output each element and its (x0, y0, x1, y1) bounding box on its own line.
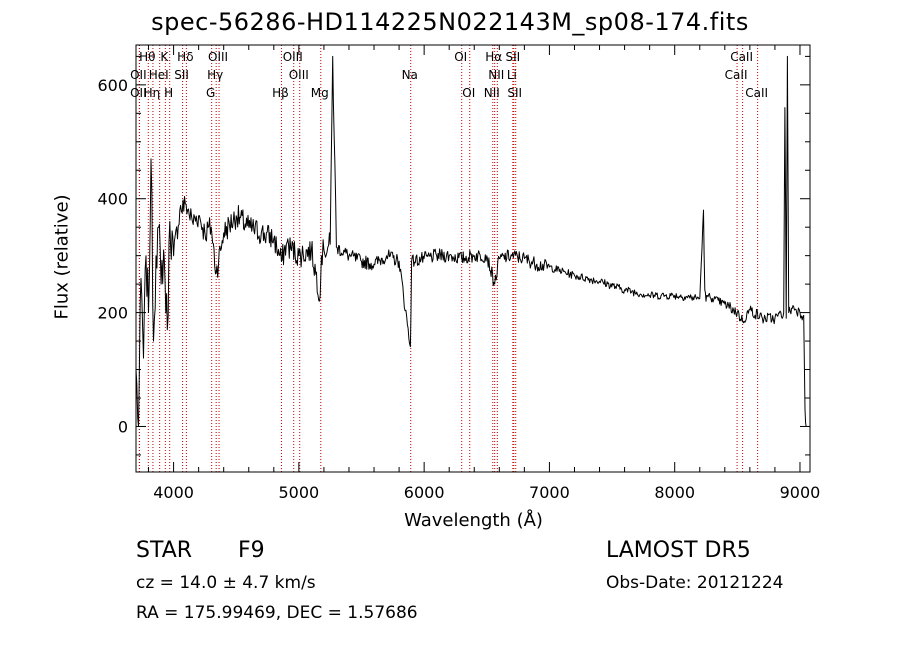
y-tick-label: 200 (97, 304, 128, 323)
line-marker-label: SII (505, 50, 520, 64)
survey-name: LAMOST DR5 (606, 538, 751, 563)
line-marker-label: OII (130, 68, 147, 82)
y-tick-label: 0 (118, 417, 128, 436)
x-tick-label: 6000 (404, 483, 445, 502)
x-tick-label: 5000 (279, 483, 320, 502)
line-marker-label: K (160, 50, 169, 64)
line-marker-label: Na (402, 68, 418, 82)
line-marker-label: Mg (311, 86, 329, 100)
line-marker-label: OI (462, 86, 475, 100)
spectrum-series (135, 55, 807, 427)
x-tick-label: 4000 (153, 483, 194, 502)
line-marker-label: OI (454, 50, 467, 64)
line-marker-label: Hα (485, 50, 502, 64)
line-marker-label: Hβ (272, 86, 289, 100)
object-subclass: F9 (238, 538, 265, 563)
line-marker-label: OIII (208, 50, 228, 64)
observation-date: Obs-Date: 20121224 (606, 573, 784, 593)
x-tick-label: 7000 (529, 483, 570, 502)
line-marker-label: NII (484, 86, 500, 100)
line-marker-label: OIII (289, 68, 309, 82)
line-marker-label: CaII (730, 50, 753, 64)
line-marker-label: Hθ (139, 50, 155, 64)
line-marker-label: NII (488, 68, 504, 82)
line-marker-label: OIII (283, 50, 303, 64)
line-marker-label: Hδ (177, 50, 193, 64)
redshift-info: cz = 14.0 ± 4.7 km/s (136, 573, 316, 593)
line-marker-label: G (206, 86, 215, 100)
line-marker-label: HeI (149, 68, 169, 82)
tick-labels: 4000 5000 6000 7000 8000 9000 0 200 400 600 (97, 76, 820, 502)
line-marker-label: Hη (144, 86, 161, 100)
coordinates: RA = 175.99469, DEC = 1.57686 (136, 603, 418, 623)
y-axis-label: Flux (relative) (51, 194, 73, 320)
line-marker-label: H (164, 86, 173, 100)
object-type: STAR (136, 538, 193, 563)
chart-title: spec-56286-HD114225N022143M_sp08-174.fit… (151, 8, 749, 36)
y-tick-label: 400 (97, 190, 128, 209)
line-marker-label: OII (130, 86, 147, 100)
spectrum-line (135, 55, 807, 427)
line-marker-label: Hγ (207, 68, 223, 82)
line-marker-label: SII (507, 86, 522, 100)
line-marker-label: SII (174, 68, 189, 82)
line-marker-label: CaII (725, 68, 748, 82)
y-tick-label: 600 (97, 76, 128, 95)
x-axis-label: Wavelength (Å) (404, 510, 543, 531)
line-marker-label: Li (507, 68, 517, 82)
axis-ticks (136, 45, 810, 472)
x-tick-label: 9000 (780, 483, 821, 502)
plot-frame (135, 44, 811, 473)
line-marker-label: CaII (745, 86, 768, 100)
x-tick-label: 8000 (654, 483, 695, 502)
